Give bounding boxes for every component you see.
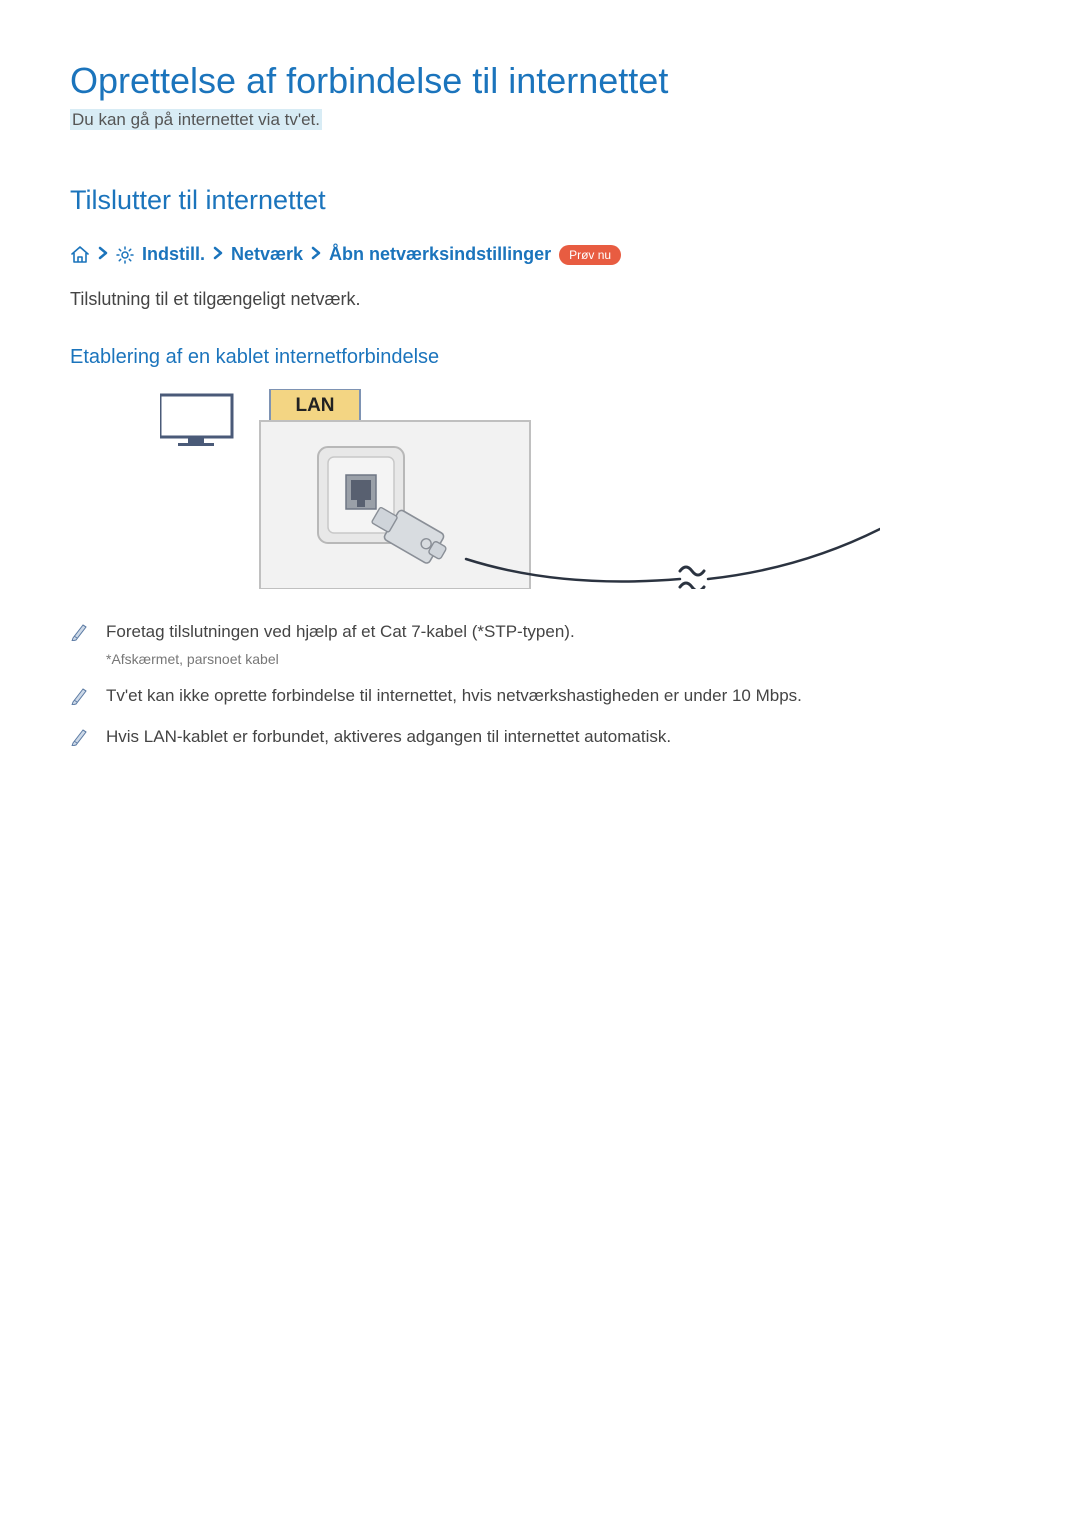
gear-icon: [116, 246, 134, 264]
breadcrumb-item-1[interactable]: Indstill.: [142, 244, 205, 265]
lan-diagram: LAN: [160, 389, 880, 589]
page-title: Oprettelse af forbindelse til internette…: [70, 60, 1010, 102]
breadcrumb-item-3[interactable]: Åbn netværksindstillinger: [329, 244, 551, 265]
chevron-icon: [98, 244, 108, 265]
note-text: Tv'et kan ikke oprette forbindelse til i…: [106, 683, 802, 709]
note-item: Foretag tilslutningen ved hjælp af et Ca…: [70, 619, 1010, 667]
pencil-icon: [70, 726, 88, 746]
subsection-title: Etablering af en kablet internetforbinde…: [70, 346, 1010, 369]
section-body: Tilslutning til et tilgængeligt netværk.: [70, 289, 1010, 310]
note-text: Foretag tilslutningen ved hjælp af et Ca…: [106, 619, 575, 645]
home-icon: [70, 246, 90, 264]
subtitle-text: Du kan gå på internettet via tv'et.: [70, 109, 322, 130]
note-subtext: *Afskærmet, parsnoet kabel: [106, 651, 575, 667]
pencil-icon: [70, 621, 88, 641]
section-title: Tilslutter til internettet: [70, 185, 1010, 216]
breadcrumb-item-2[interactable]: Netværk: [231, 244, 303, 265]
lan-label: LAN: [295, 395, 334, 416]
note-item: Hvis LAN-kablet er forbundet, aktiveres …: [70, 724, 1010, 750]
note-text: Hvis LAN-kablet er forbundet, aktiveres …: [106, 724, 671, 750]
note-item: Tv'et kan ikke oprette forbindelse til i…: [70, 683, 1010, 709]
page-subtitle: Du kan gå på internettet via tv'et.: [70, 110, 1010, 130]
try-now-badge[interactable]: Prøv nu: [559, 245, 621, 265]
pencil-icon: [70, 685, 88, 705]
chevron-icon: [213, 244, 223, 265]
chevron-icon: [311, 244, 321, 265]
notes-list: Foretag tilslutningen ved hjælp af et Ca…: [70, 619, 1010, 750]
breadcrumb: Indstill. Netværk Åbn netværksindstillin…: [70, 244, 1010, 265]
